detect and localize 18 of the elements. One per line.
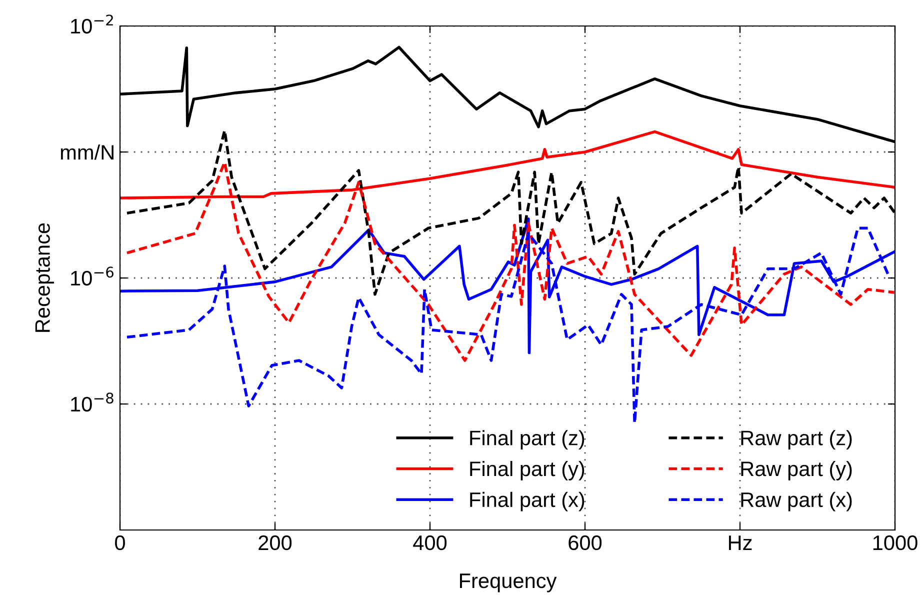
x-tick-label: 1000 [873,535,918,550]
x-tick-label: 400 [413,535,447,550]
x-tick-label: Hz [728,536,752,550]
x-axis-title: Frequency [460,574,557,592]
legend-label: Raw part (x) [741,492,852,512]
x-tick-label: 600 [568,535,602,550]
legend-label: Raw part (y) [741,460,852,480]
y-axis-title: Receptance [35,223,54,332]
x-tick-label: 200 [258,535,292,550]
x-tick-label: 0 [115,535,125,550]
legend-label: Final part (y) [470,460,584,480]
y-tick-label: 10$^{−6}$ [71,266,114,286]
legend-label: Final part (x) [470,492,584,512]
legend-label: Raw part (z) [741,430,852,450]
y-tick-label: 10$^{−8}$ [71,392,114,412]
y-tick-label: 10$^{−2}$ [71,14,113,34]
legend-label: Final part (z) [470,430,584,450]
y-tick-label: mm/N [60,144,114,160]
